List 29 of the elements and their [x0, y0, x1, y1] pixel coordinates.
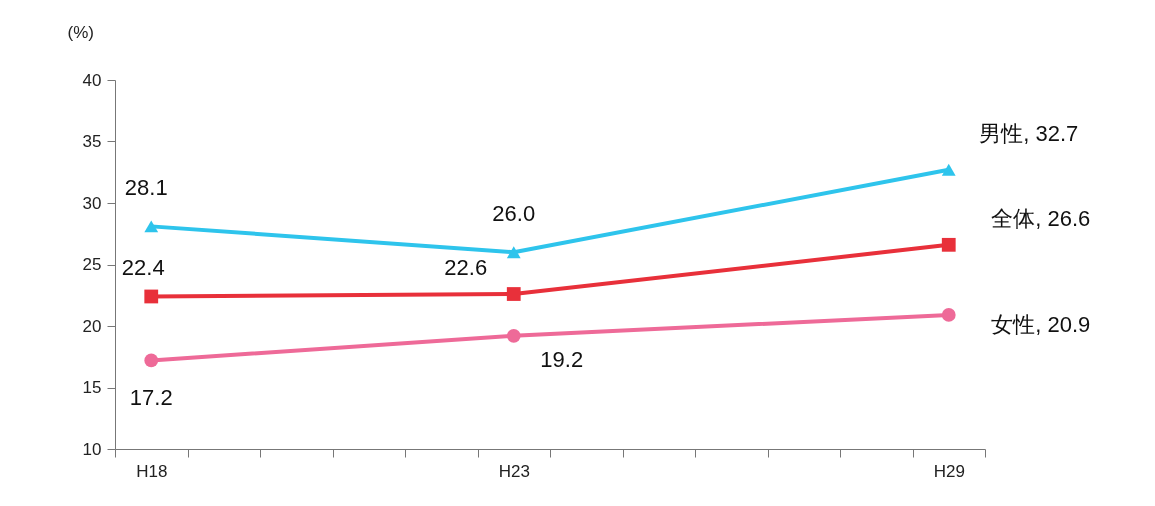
y-tick-label: 35	[82, 132, 102, 151]
data-label: 22.4	[121, 255, 165, 281]
point	[506, 287, 521, 301]
x-tick-label: H29	[933, 461, 965, 481]
point	[144, 220, 159, 233]
y-tick-label: 30	[82, 193, 102, 213]
data-label: 全体, 26.6	[991, 205, 1091, 231]
data-label: 男性, 32.7	[979, 120, 1079, 146]
data-label: 22.6	[444, 255, 488, 281]
data-label: 28.1	[124, 175, 168, 201]
point	[941, 308, 956, 322]
x-tick-label: H18	[136, 461, 168, 481]
x-tick-label: H23	[498, 461, 530, 481]
point	[144, 353, 159, 368]
data-label: 女性, 20.9	[991, 311, 1091, 337]
y-tick-label: 20	[82, 316, 102, 336]
data-label: 17.2	[129, 385, 173, 411]
y-tick-label: 15	[82, 378, 102, 397]
data-label: 19.2	[540, 346, 584, 372]
point	[941, 163, 956, 176]
y-tick-label: 10	[82, 439, 102, 459]
y-tick-label: 25	[82, 255, 102, 274]
point	[941, 237, 956, 252]
data-label: 26.0	[492, 201, 536, 227]
y-axis-title: (%)	[67, 22, 94, 42]
point	[506, 246, 521, 259]
y-tick-label: 40	[82, 70, 102, 90]
point	[144, 289, 159, 304]
point	[506, 328, 521, 343]
